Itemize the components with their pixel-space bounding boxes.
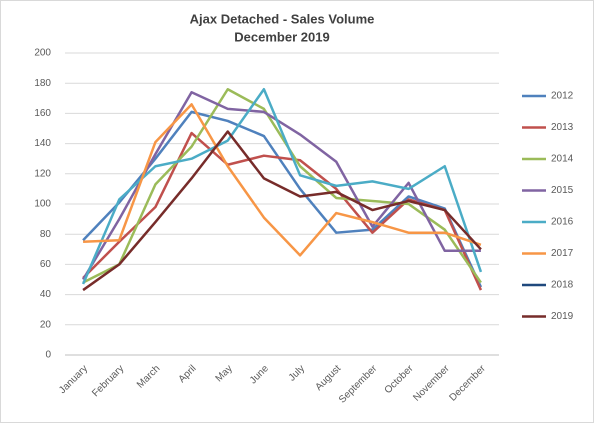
y-tick-label: 0 <box>45 350 51 361</box>
y-tick-label: 160 <box>34 108 51 119</box>
chart-subtitle: December 2019 <box>234 29 329 44</box>
legend-label: 2014 <box>551 154 574 165</box>
y-tick-label: 100 <box>34 199 51 210</box>
legend-label: 2018 <box>551 280 574 291</box>
series-line <box>82 91 481 281</box>
legend-label: 2015 <box>551 185 574 196</box>
series-line <box>82 87 482 284</box>
legend-label: 2016 <box>551 217 574 228</box>
legend-label: 2019 <box>551 311 574 322</box>
series-line <box>82 130 482 292</box>
series-line <box>81 87 483 285</box>
legend-label: 2012 <box>551 91 574 102</box>
y-tick-label: 40 <box>40 289 52 300</box>
y-tick-label: 200 <box>34 48 51 59</box>
y-tick-label: 120 <box>34 168 51 179</box>
y-tick-label: 140 <box>34 138 51 149</box>
y-tick-label: 80 <box>40 229 52 240</box>
series-line <box>83 103 482 257</box>
y-tick-label: 60 <box>40 259 52 270</box>
y-tick-label: 180 <box>34 78 51 89</box>
legend-label: 2013 <box>551 122 574 133</box>
chart-title: Ajax Detached - Sales Volume <box>190 11 375 26</box>
y-tick-label: 20 <box>40 319 52 330</box>
legend-label: 2017 <box>551 248 574 259</box>
